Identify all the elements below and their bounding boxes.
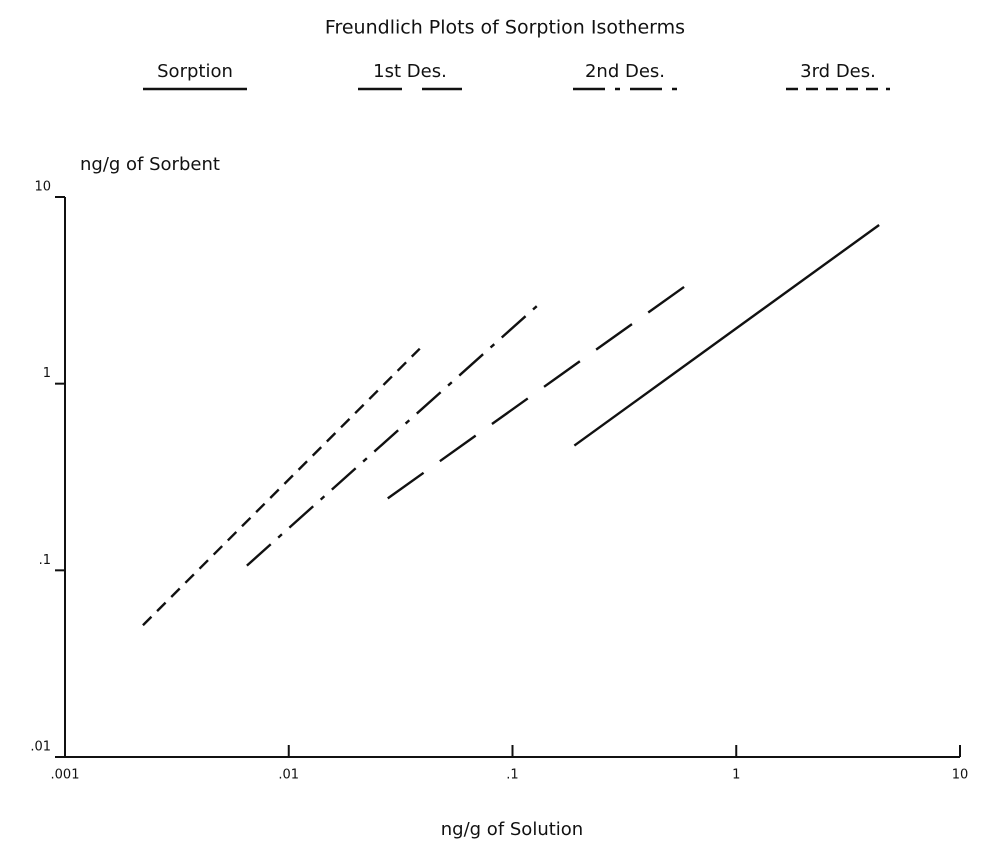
y-tick-label: .1 bbox=[39, 553, 51, 568]
x-tick-label: .01 bbox=[278, 768, 299, 783]
legend-label: 2nd Des. bbox=[585, 61, 665, 82]
legend-label: 1st Des. bbox=[373, 61, 447, 82]
legend-label: 3rd Des. bbox=[800, 61, 876, 82]
legend-label: Sorption bbox=[157, 61, 233, 82]
x-tick-label: .001 bbox=[51, 768, 80, 783]
series-line bbox=[573, 224, 880, 447]
y-axis-label: ng/g of Sorbent bbox=[80, 154, 220, 175]
y-tick-label: 10 bbox=[34, 180, 51, 195]
y-tick-label: .01 bbox=[30, 740, 51, 755]
chart-title: Freundlich Plots of Sorption Isotherms bbox=[325, 17, 685, 39]
x-tick-label: .1 bbox=[506, 768, 518, 783]
series-line bbox=[142, 347, 421, 627]
x-tick-label: 10 bbox=[952, 768, 969, 783]
x-tick-label: 1 bbox=[732, 768, 740, 783]
series-line bbox=[246, 302, 541, 567]
y-tick-label: 1 bbox=[43, 366, 51, 381]
x-axis-label: ng/g of Solution bbox=[441, 819, 583, 840]
series-line bbox=[387, 279, 694, 500]
